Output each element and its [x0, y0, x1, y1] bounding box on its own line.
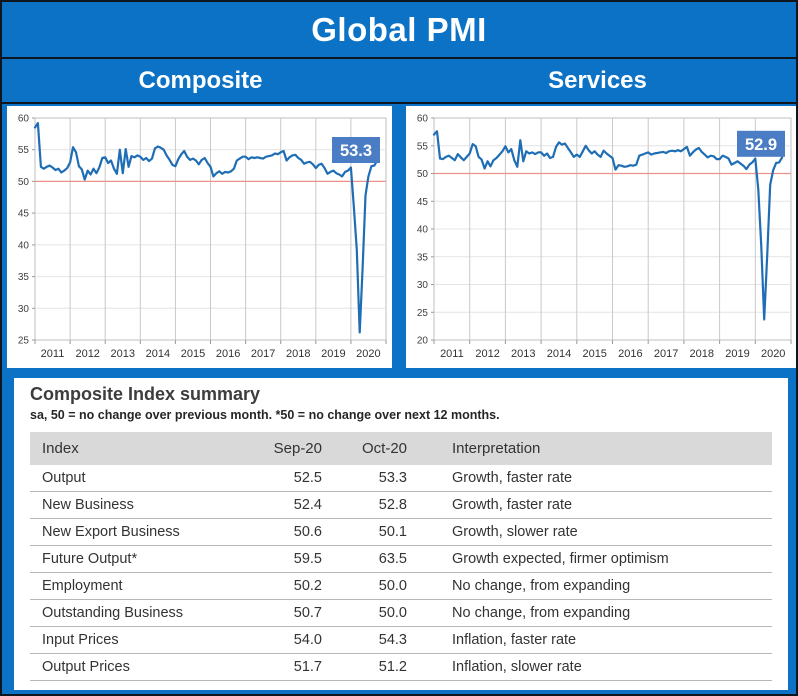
- services-chart-panel: 20 25 30 35 40 45 50 55 60 2011 2012 2013 2014 2015 20…: [406, 106, 796, 368]
- svg-text:55: 55: [417, 141, 429, 152]
- interpretation-text: Growth, faster rate: [452, 470, 573, 486]
- svg-text:40: 40: [18, 240, 30, 251]
- column-header-oct20: Oct-20: [361, 440, 407, 457]
- svg-text:2011: 2011: [41, 348, 65, 360]
- table-title: Composite Index summary: [30, 384, 261, 404]
- sep20-value: 52.5: [293, 470, 322, 486]
- svg-text:2019: 2019: [725, 348, 749, 360]
- table-row: New Business 52.4 52.8 Growth, faster rate: [30, 492, 772, 519]
- svg-text:2019: 2019: [321, 348, 345, 360]
- svg-text:2018: 2018: [286, 348, 310, 360]
- composite-chart-panel: 25 30 35 40 45 50 55 60 2011 2012 2013 2014 2015 2016…: [7, 106, 392, 368]
- oct20-value: 51.2: [378, 659, 407, 675]
- svg-text:2017: 2017: [251, 348, 275, 360]
- svg-text:25: 25: [18, 336, 30, 347]
- oct20-value: 54.3: [378, 632, 407, 648]
- index-name: Future Output*: [42, 551, 138, 567]
- index-name: Input Prices: [42, 632, 119, 648]
- oct20-value: 53.3: [378, 470, 407, 486]
- svg-text:2012: 2012: [75, 348, 99, 360]
- svg-text:30: 30: [18, 304, 30, 315]
- svg-text:30: 30: [417, 280, 429, 291]
- table-row: Output 52.5 53.3 Growth, faster rate: [30, 465, 772, 492]
- services-chart: 20 25 30 35 40 45 50 55 60 2011 2012 2013 2014 2015 20…: [417, 114, 792, 360]
- svg-text:55: 55: [18, 145, 30, 156]
- oct20-value: 63.5: [378, 551, 407, 567]
- svg-text:2015: 2015: [181, 348, 205, 360]
- svg-text:40: 40: [417, 225, 429, 236]
- sep20-value: 52.4: [293, 497, 322, 513]
- svg-text:35: 35: [18, 272, 30, 283]
- svg-text:2016: 2016: [216, 348, 240, 360]
- svg-text:2014: 2014: [146, 348, 170, 360]
- svg-text:52.9: 52.9: [745, 136, 777, 154]
- svg-text:35: 35: [417, 252, 429, 263]
- interpretation-text: Inflation, faster rate: [452, 632, 577, 648]
- index-name: New Export Business: [42, 524, 180, 540]
- svg-text:45: 45: [417, 197, 429, 208]
- oct20-value: 52.8: [378, 497, 407, 513]
- table-subtitle: sa, 50 = no change over previous month. …: [30, 408, 500, 422]
- svg-text:2015: 2015: [582, 348, 606, 360]
- svg-text:2016: 2016: [618, 348, 642, 360]
- svg-text:2013: 2013: [111, 348, 135, 360]
- column-header-sep20: Sep-20: [273, 440, 322, 457]
- latest-value-callout: 52.9: [737, 130, 785, 157]
- sep20-value: 54.0: [293, 632, 322, 648]
- summary-table-panel: Composite Index summary sa, 50 = no chan…: [14, 378, 788, 690]
- interpretation-text: No change, from expanding: [452, 605, 631, 621]
- svg-text:2018: 2018: [690, 348, 714, 360]
- sep20-value: 59.5: [293, 551, 322, 567]
- svg-text:45: 45: [18, 209, 30, 220]
- svg-text:60: 60: [417, 114, 429, 125]
- table-row: Input Prices 54.0 54.3 Inflation, faster ra…: [30, 627, 772, 654]
- column-header-interpretation: Interpretation: [452, 440, 541, 457]
- svg-text:2011: 2011: [440, 348, 464, 360]
- svg-text:2013: 2013: [511, 348, 535, 360]
- column-header-index: Index: [42, 440, 79, 457]
- svg-text:2020: 2020: [356, 348, 380, 360]
- table-row: Output Prices 51.7 51.2 Inflation, slower r…: [30, 654, 772, 681]
- table-row: Future Output* 59.5 63.5 Growth expected, f…: [30, 546, 772, 573]
- svg-text:2014: 2014: [547, 348, 571, 360]
- svg-text:53.3: 53.3: [340, 142, 372, 160]
- interpretation-text: Growth, faster rate: [452, 497, 573, 513]
- sep20-value: 51.7: [293, 659, 322, 675]
- sep20-value: 50.6: [293, 524, 322, 540]
- svg-text:2017: 2017: [654, 348, 678, 360]
- svg-text:20: 20: [417, 336, 429, 347]
- svg-text:25: 25: [417, 308, 429, 319]
- svg-text:50: 50: [417, 169, 429, 180]
- sep20-value: 50.7: [293, 605, 322, 621]
- section-headers: Composite Services: [2, 59, 796, 104]
- table-header-row: Index Sep-20 Oct-20 Interpretation: [30, 432, 772, 465]
- index-name: Outstanding Business: [42, 605, 184, 621]
- index-name: New Business: [42, 497, 134, 513]
- svg-text:60: 60: [18, 114, 30, 125]
- summary-table-body: Output 52.5 53.3 Growth, faster rate New Bus…: [30, 465, 772, 681]
- oct20-value: 50.1: [378, 524, 407, 540]
- services-section-label: Services: [548, 66, 647, 94]
- interpretation-text: No change, from expanding: [452, 578, 631, 594]
- index-name: Output: [42, 470, 86, 486]
- svg-text:2012: 2012: [475, 348, 499, 360]
- table-row: New Export Business 50.6 50.1 Growth, slowe…: [30, 519, 772, 546]
- svg-text:50: 50: [18, 177, 30, 188]
- table-row: Employment 50.2 50.0 No change, from expand…: [30, 573, 772, 600]
- oct20-value: 50.0: [378, 578, 407, 594]
- interpretation-text: Inflation, slower rate: [452, 659, 582, 675]
- interpretation-text: Growth, slower rate: [452, 524, 578, 540]
- composite-chart: 25 30 35 40 45 50 55 60 2011 2012 2013 2014 2015 2016…: [18, 114, 387, 360]
- index-name: Output Prices: [42, 659, 130, 675]
- sep20-value: 50.2: [293, 578, 322, 594]
- table-row: Outstanding Business 50.7 50.0 No change, f…: [30, 600, 772, 627]
- svg-text:2020: 2020: [761, 348, 785, 360]
- index-name: Employment: [42, 578, 123, 594]
- composite-section-label: Composite: [138, 66, 263, 94]
- oct20-value: 50.0: [378, 605, 407, 621]
- interpretation-text: Growth expected, firmer optimism: [452, 551, 669, 567]
- latest-value-callout: 53.3: [332, 137, 380, 163]
- page-title: Global PMI: [2, 2, 796, 59]
